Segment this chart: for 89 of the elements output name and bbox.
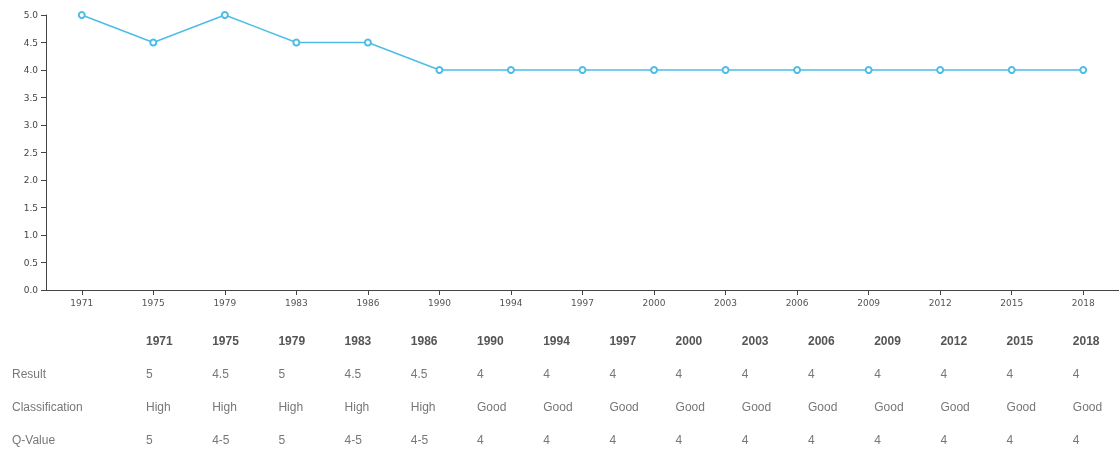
y-tick-label: 4.5 bbox=[23, 37, 38, 48]
text: 4 bbox=[1072, 367, 1080, 381]
text: Result bbox=[12, 367, 47, 381]
text: 4 bbox=[1006, 433, 1014, 447]
text: 4.5 bbox=[212, 367, 230, 381]
x-tick-label: 1979 bbox=[213, 297, 237, 308]
x-tick-label: 1975 bbox=[141, 297, 165, 308]
text: Classification bbox=[12, 400, 83, 414]
text: 4 bbox=[477, 433, 484, 447]
category-label: 1997 bbox=[609, 334, 637, 348]
text: High bbox=[146, 400, 171, 414]
y-tick-label: 2.0 bbox=[23, 175, 39, 185]
category-label: 2009 bbox=[874, 334, 901, 348]
x-tick-label: 1986 bbox=[356, 297, 380, 308]
text: 4.5 bbox=[410, 367, 428, 381]
text: 4 bbox=[609, 367, 617, 381]
x-tick-label: 1994 bbox=[499, 297, 523, 308]
text: 4 bbox=[940, 433, 948, 447]
x-tick-label: 1983 bbox=[284, 297, 308, 308]
category-label: 1971 bbox=[146, 334, 173, 348]
text: 4 bbox=[741, 433, 749, 447]
category-label: 1979 bbox=[278, 334, 306, 348]
y-tick-label: 2.5 bbox=[23, 147, 38, 158]
text: Good bbox=[940, 400, 970, 414]
text: Good bbox=[477, 400, 507, 414]
text: 5 bbox=[146, 433, 153, 447]
text: High bbox=[410, 400, 436, 414]
text: High bbox=[278, 400, 304, 414]
text: High bbox=[344, 400, 370, 414]
text: High bbox=[212, 400, 237, 414]
text: 5 bbox=[278, 367, 286, 381]
text: 4 bbox=[477, 367, 484, 381]
text: 5 bbox=[278, 433, 286, 447]
y-tick-label: 1.5 bbox=[23, 202, 38, 213]
text: 4 bbox=[543, 367, 551, 381]
text: 4.5 bbox=[344, 367, 362, 381]
text: 4 bbox=[808, 367, 815, 381]
y-tick-label: 3.0 bbox=[23, 120, 39, 130]
text: Q-Value bbox=[12, 433, 56, 447]
x-tick-label: 2000 bbox=[642, 297, 666, 308]
text: 4 bbox=[940, 367, 948, 381]
text: 4 bbox=[675, 433, 683, 447]
category-label: 2015 bbox=[1006, 334, 1034, 348]
x-tick-label: 2018 bbox=[1071, 297, 1095, 308]
text: Good bbox=[1006, 400, 1036, 414]
x-tick-label: 2006 bbox=[785, 297, 809, 308]
text: Good bbox=[741, 400, 772, 414]
y-tick-label: 0.0 bbox=[23, 285, 39, 295]
y-tick-label: 0.5 bbox=[23, 257, 38, 268]
x-tick-label: 1971 bbox=[70, 297, 94, 308]
text: 4-5 bbox=[344, 433, 363, 447]
x-tick-label: 2015 bbox=[1000, 297, 1024, 308]
y-tick-label: 1.0 bbox=[23, 230, 39, 240]
category-label: 1990 bbox=[477, 334, 504, 348]
text: 4 bbox=[675, 367, 683, 381]
y-tick-label: 3.5 bbox=[23, 92, 38, 103]
text: 4 bbox=[741, 367, 749, 381]
text: 4-5 bbox=[410, 433, 429, 447]
x-tick-label: 1997 bbox=[571, 297, 594, 308]
text: 4 bbox=[543, 433, 551, 447]
x-tick-label: 2009 bbox=[857, 297, 881, 308]
category-label: 1983 bbox=[344, 334, 372, 348]
text: 4 bbox=[1006, 367, 1014, 381]
text: 4 bbox=[609, 433, 617, 447]
text: Good bbox=[675, 400, 705, 414]
x-tick-label: 1990 bbox=[427, 297, 452, 308]
x-tick-label: 2012 bbox=[928, 297, 952, 308]
text: Good bbox=[808, 400, 838, 414]
text: 4 bbox=[1072, 433, 1080, 447]
text: 4 bbox=[874, 367, 882, 381]
category-label: 2003 bbox=[741, 334, 769, 348]
category-label: 1975 bbox=[212, 334, 239, 348]
text: 5 bbox=[146, 367, 153, 381]
category-label: 2018 bbox=[1072, 334, 1100, 348]
category-label: 1986 bbox=[410, 334, 438, 348]
x-tick-label: 2003 bbox=[714, 297, 738, 308]
category-label: 2012 bbox=[940, 334, 968, 348]
text: 4 bbox=[874, 433, 882, 447]
y-tick-label: 4.0 bbox=[23, 65, 39, 75]
text: Good bbox=[543, 400, 573, 414]
category-label: 1994 bbox=[543, 334, 570, 348]
text: Good bbox=[1072, 400, 1103, 414]
text: Good bbox=[609, 400, 639, 414]
text: Good bbox=[874, 400, 904, 414]
y-tick-label: 5.0 bbox=[23, 10, 39, 20]
category-label: 2000 bbox=[675, 334, 703, 348]
text: 4 bbox=[808, 433, 815, 447]
category-label: 2006 bbox=[808, 334, 835, 348]
text: 4-5 bbox=[212, 433, 230, 447]
